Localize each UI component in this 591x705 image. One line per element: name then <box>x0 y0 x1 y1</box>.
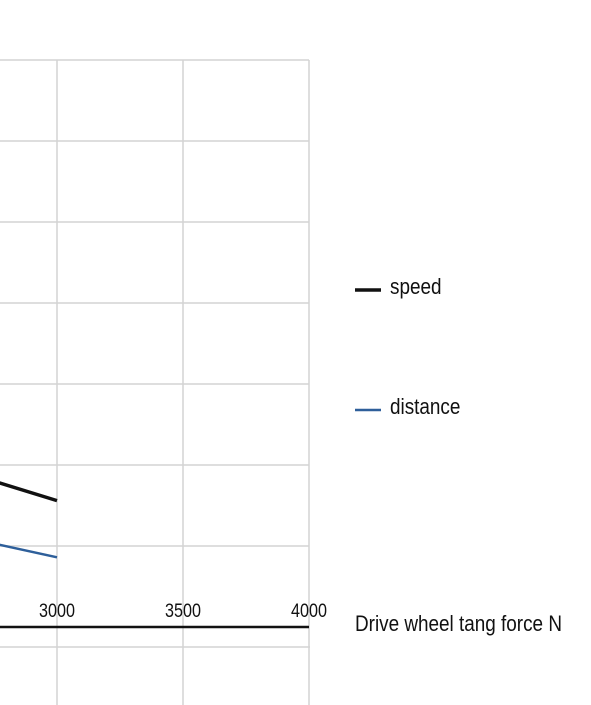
x-tick-label: 3500 <box>165 600 201 622</box>
x-axis-title: Drive wheel tang force N <box>355 612 562 637</box>
series-line <box>0 543 58 559</box>
series-line <box>0 481 58 503</box>
x-tick-label: 4000 <box>291 600 327 622</box>
legend-label: speed <box>390 275 442 300</box>
legend-label: distance <box>390 395 460 420</box>
x-tick-label: 3000 <box>39 600 75 622</box>
